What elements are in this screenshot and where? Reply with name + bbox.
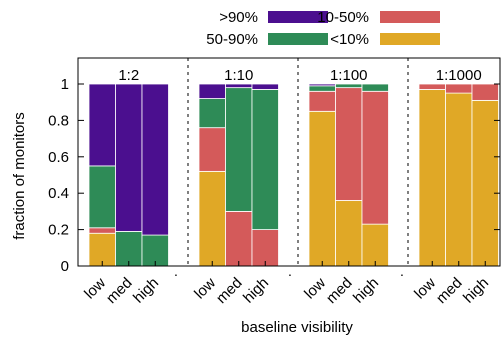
bar-segment xyxy=(225,83,253,89)
x-tick-label: med xyxy=(213,274,246,307)
bar-segment xyxy=(225,87,253,212)
x-tick-label: high xyxy=(350,274,382,306)
y-axis-label: fraction of monitors xyxy=(11,112,28,240)
bar-segment xyxy=(471,99,499,267)
bar-segment xyxy=(361,90,389,225)
bar-area xyxy=(88,83,499,267)
x-axis-label: baseline visibility xyxy=(241,319,353,336)
x-tick-label: med xyxy=(433,274,466,307)
bar-segment xyxy=(88,227,116,234)
bar-segment xyxy=(198,83,226,99)
bar-segment xyxy=(308,110,336,267)
bar-segment xyxy=(251,229,279,267)
bar-segment xyxy=(308,85,336,92)
x-tick-label: high xyxy=(130,274,162,306)
x-tick-label: high xyxy=(240,274,272,306)
y-tick-label: 0.2 xyxy=(48,222,69,239)
bar-segment xyxy=(471,83,499,101)
bar-segment xyxy=(308,90,336,112)
x-tick-label: med xyxy=(103,274,136,307)
bar-segment xyxy=(445,92,473,267)
bar-segment xyxy=(198,170,226,267)
bar-segment xyxy=(88,83,116,167)
bar-segment xyxy=(335,87,363,201)
bar-segment xyxy=(445,83,473,94)
bar-segment xyxy=(141,83,169,236)
bar-segment xyxy=(88,165,116,229)
y-tick-label: 0.6 xyxy=(48,149,69,166)
group-label: 1:1000 xyxy=(436,67,482,84)
bar-segment xyxy=(198,127,226,172)
y-tick-label: 0 xyxy=(61,258,69,275)
y-tick-label: 1 xyxy=(61,76,69,93)
bar-segment xyxy=(335,83,363,89)
group-separator: . xyxy=(400,263,404,279)
legend-label: 50-90% xyxy=(206,31,258,48)
bar-segment xyxy=(361,83,389,92)
legend-label: >90% xyxy=(219,9,258,26)
bar-segment xyxy=(251,83,279,90)
y-tick-label: 0.4 xyxy=(48,185,69,202)
bar-segment xyxy=(251,89,279,230)
plot-frame xyxy=(77,57,501,267)
x-tick-label: high xyxy=(460,274,492,306)
legend-swatch xyxy=(380,33,440,45)
group-separator: . xyxy=(174,263,178,279)
legend-swatch xyxy=(380,11,440,23)
bar-segment xyxy=(115,83,143,232)
legend-swatch xyxy=(268,33,328,45)
bar-segment xyxy=(418,83,446,90)
x-tick-label: med xyxy=(323,274,356,307)
group-separator: . xyxy=(288,263,292,279)
legend-swatch xyxy=(268,11,328,23)
bar-segment xyxy=(361,223,389,267)
bar-segment xyxy=(225,210,253,267)
legend-label: <10% xyxy=(330,31,369,48)
bar-segment xyxy=(198,98,226,129)
legend-label: 10-50% xyxy=(317,9,369,26)
group-label: 1:10 xyxy=(224,67,253,84)
bar-segment xyxy=(418,89,446,267)
bar-segment xyxy=(308,83,336,87)
group-label: 1:100 xyxy=(330,67,368,84)
bar-segment xyxy=(115,231,143,267)
group-label: 1:2 xyxy=(118,67,139,84)
legend: >90% 10-50% 50-90% <10% xyxy=(206,9,440,48)
bar-segment xyxy=(335,200,363,267)
y-tick-label: 0.8 xyxy=(48,112,69,129)
